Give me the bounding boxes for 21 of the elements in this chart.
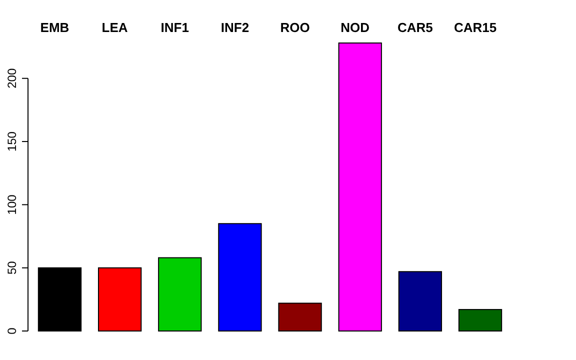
y-tick-label: 0 <box>5 327 19 334</box>
x-tick-label: NOD <box>340 20 370 35</box>
x-tick-label: EMB <box>40 20 70 35</box>
x-tick-label: ROO <box>280 20 310 35</box>
x-tick-label: LEA <box>102 20 128 35</box>
x-tick-label: CAR15 <box>454 20 497 35</box>
y-tick-label: 50 <box>5 260 19 275</box>
bar <box>218 223 262 332</box>
bar <box>338 42 382 332</box>
y-tick-label: 200 <box>5 68 19 88</box>
x-tick-label: INF1 <box>160 20 189 35</box>
bar <box>278 302 322 332</box>
y-tick-label: 150 <box>5 131 19 152</box>
bar <box>398 271 442 332</box>
x-tick-label: INF2 <box>220 20 250 35</box>
y-tick-label: 100 <box>5 194 19 215</box>
bar <box>158 257 202 332</box>
bar <box>98 267 142 332</box>
bar <box>38 267 82 332</box>
bar <box>458 309 502 332</box>
x-tick-label: CAR5 <box>397 20 433 35</box>
